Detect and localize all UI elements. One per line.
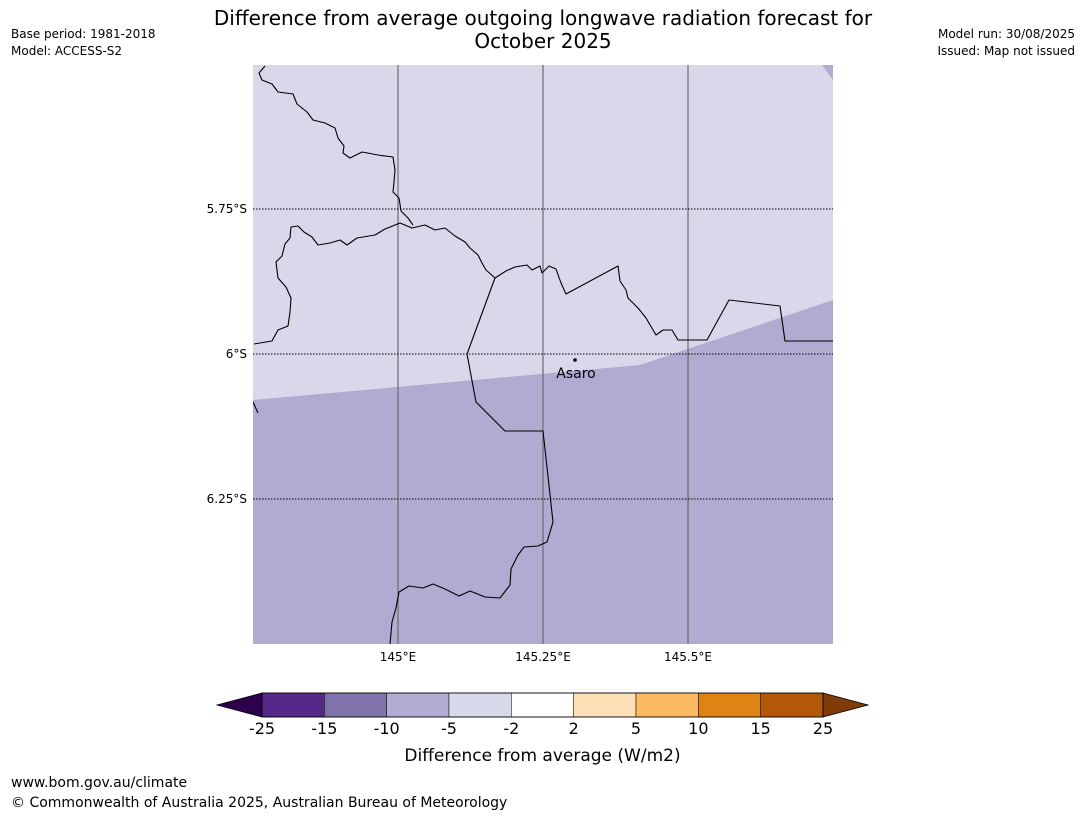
colorbar-segment xyxy=(324,692,387,718)
lat-tick-label: 5.75°S xyxy=(207,202,247,216)
asaro-marker xyxy=(573,358,577,362)
footer-url[interactable]: www.bom.gov.au/climate xyxy=(11,775,188,791)
colorbar-tick-label: -15 xyxy=(311,719,338,738)
map: Asaro 5.75°S 6°S 6.25°S 145°E 145.25°E 1… xyxy=(207,65,833,664)
colorbar-tick-label: -5 xyxy=(441,719,457,738)
negative-anomaly-corner xyxy=(822,65,833,80)
province-boundaries xyxy=(253,65,833,644)
lon-tick-label: 145.25°E xyxy=(515,650,571,664)
meta-left: Base period: 1981-2018 Model: ACCESS-S2 xyxy=(11,26,156,60)
model-text: Model: ACCESS-S2 xyxy=(11,44,123,58)
colorbar-segment xyxy=(635,692,699,718)
boundary-east-district xyxy=(389,277,554,644)
asaro-label: Asaro xyxy=(556,366,595,382)
colorbar xyxy=(215,692,870,718)
colorbar-tick-label: -10 xyxy=(373,719,400,738)
colorbar-extend-low xyxy=(215,692,263,718)
colorbar-extend-high xyxy=(822,692,870,718)
colorbar-segment xyxy=(448,692,512,718)
lat-tick-label: 6°S xyxy=(226,347,247,361)
colorbar-tick-label: 10 xyxy=(688,719,709,738)
footer-copyright: © Commonwealth of Australia 2025, Austra… xyxy=(11,795,508,811)
lon-tick-label: 145°E xyxy=(380,650,417,664)
boundary-central xyxy=(253,222,833,345)
colorbar-segment xyxy=(386,692,450,718)
colorbar-tick-label: 2 xyxy=(568,719,579,738)
lat-tick-label: 6.25°S xyxy=(207,492,247,506)
meta-right: Model run: 30/08/2025 Issued: Map not is… xyxy=(937,26,1075,60)
colorbar-tick-label: -2 xyxy=(503,719,520,738)
base-period-text: Base period: 1981-2018 xyxy=(11,27,156,41)
colorbar-tick-label: 25 xyxy=(812,719,834,738)
colorbar-segment xyxy=(511,692,574,718)
boundary-west-stub xyxy=(253,401,259,414)
colorbar-segments xyxy=(261,692,824,718)
colorbar-title: Difference from average (W/m2) xyxy=(404,746,681,766)
colorbar-segment xyxy=(573,692,637,718)
colorbar-tick-label: 5 xyxy=(630,719,642,738)
colorbar-segment xyxy=(698,692,761,718)
map-title: Difference from average outgoing longwav… xyxy=(213,6,873,53)
colorbar-outline xyxy=(261,692,824,718)
boundary-north xyxy=(258,65,414,226)
model-run-text: Model run: 30/08/2025 xyxy=(937,27,1075,41)
issued-text: Issued: Map not issued xyxy=(937,44,1075,58)
colorbar-segment xyxy=(760,692,824,718)
lon-tick-label: 145.5°E xyxy=(664,650,712,664)
colorbar-segment xyxy=(261,692,325,718)
colorbar-tick-label: 15 xyxy=(750,719,771,738)
colorbar-tick-label: -25 xyxy=(248,719,276,738)
